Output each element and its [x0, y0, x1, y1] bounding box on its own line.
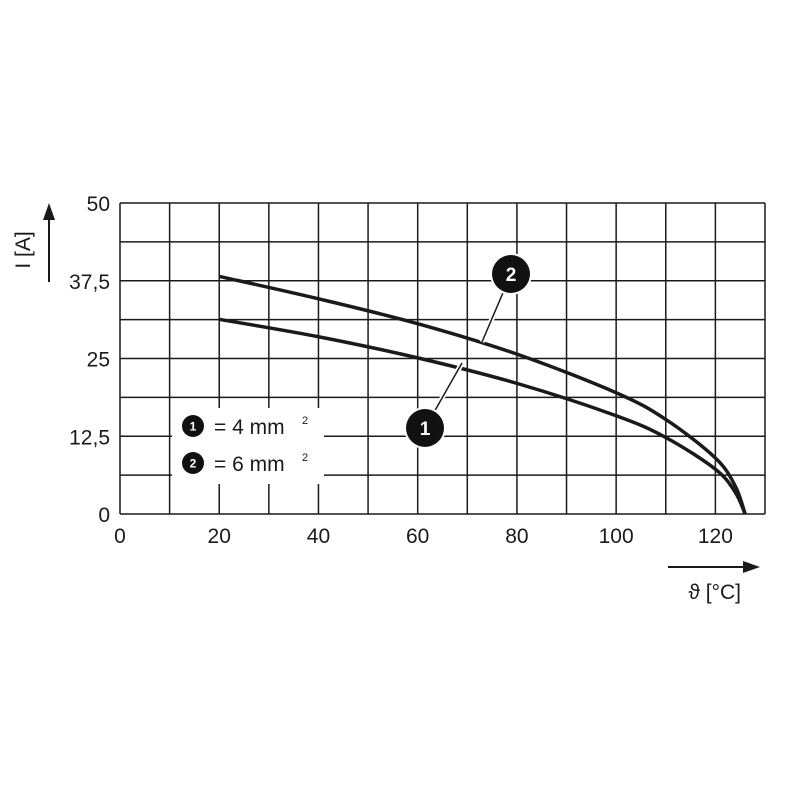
x-tick-label: 0 [114, 525, 126, 548]
x-tick-label: 60 [406, 525, 429, 548]
legend-marker-label: 2 [190, 457, 197, 471]
x-axis-arrowhead [743, 561, 760, 573]
callout-marker-label: 2 [506, 265, 517, 286]
x-tick-label: 80 [505, 525, 528, 548]
callout-leader [481, 291, 505, 343]
legend-marker-2 [182, 452, 204, 474]
curves [218, 274, 747, 515]
legend-entry-1: = 4 mm [214, 416, 285, 439]
y-tick-label: 12,5 [69, 426, 110, 449]
legend-marker-label: 1 [190, 420, 197, 434]
series-line-1 [218, 317, 747, 515]
y-axis-arrowhead [43, 203, 55, 220]
legend-entry-superscript: 2 [302, 452, 308, 464]
y-axis-label: I [A] [12, 231, 35, 268]
legend-entry-2: = 6 mm [214, 453, 285, 476]
callout-leader [433, 362, 463, 412]
legend-marker-1 [182, 415, 204, 437]
y-tick-label: 37,5 [69, 271, 110, 294]
x-tick-label: 120 [698, 525, 733, 548]
x-axis-label: ϑ [°C] [688, 581, 741, 604]
legend: 1 = 4 mm 2 2 = 6 mm 2 [172, 408, 324, 484]
series-line-2 [218, 274, 747, 515]
callout-marker-2 [492, 255, 530, 293]
ticks: 0 20 40 60 80 100 120 0 12,5 25 37,5 50 [69, 193, 733, 548]
x-tick-label: 100 [599, 525, 634, 548]
callout-marker-label: 1 [420, 419, 431, 440]
x-tick-label: 20 [208, 525, 231, 548]
callouts: 12 [404, 253, 532, 449]
callout-marker-1 [406, 409, 444, 447]
y-tick-label: 25 [87, 349, 110, 372]
x-tick-label: 40 [307, 525, 330, 548]
y-tick-label: 0 [98, 504, 110, 527]
legend-entry-superscript: 2 [302, 415, 308, 427]
y-tick-label: 50 [87, 193, 110, 216]
